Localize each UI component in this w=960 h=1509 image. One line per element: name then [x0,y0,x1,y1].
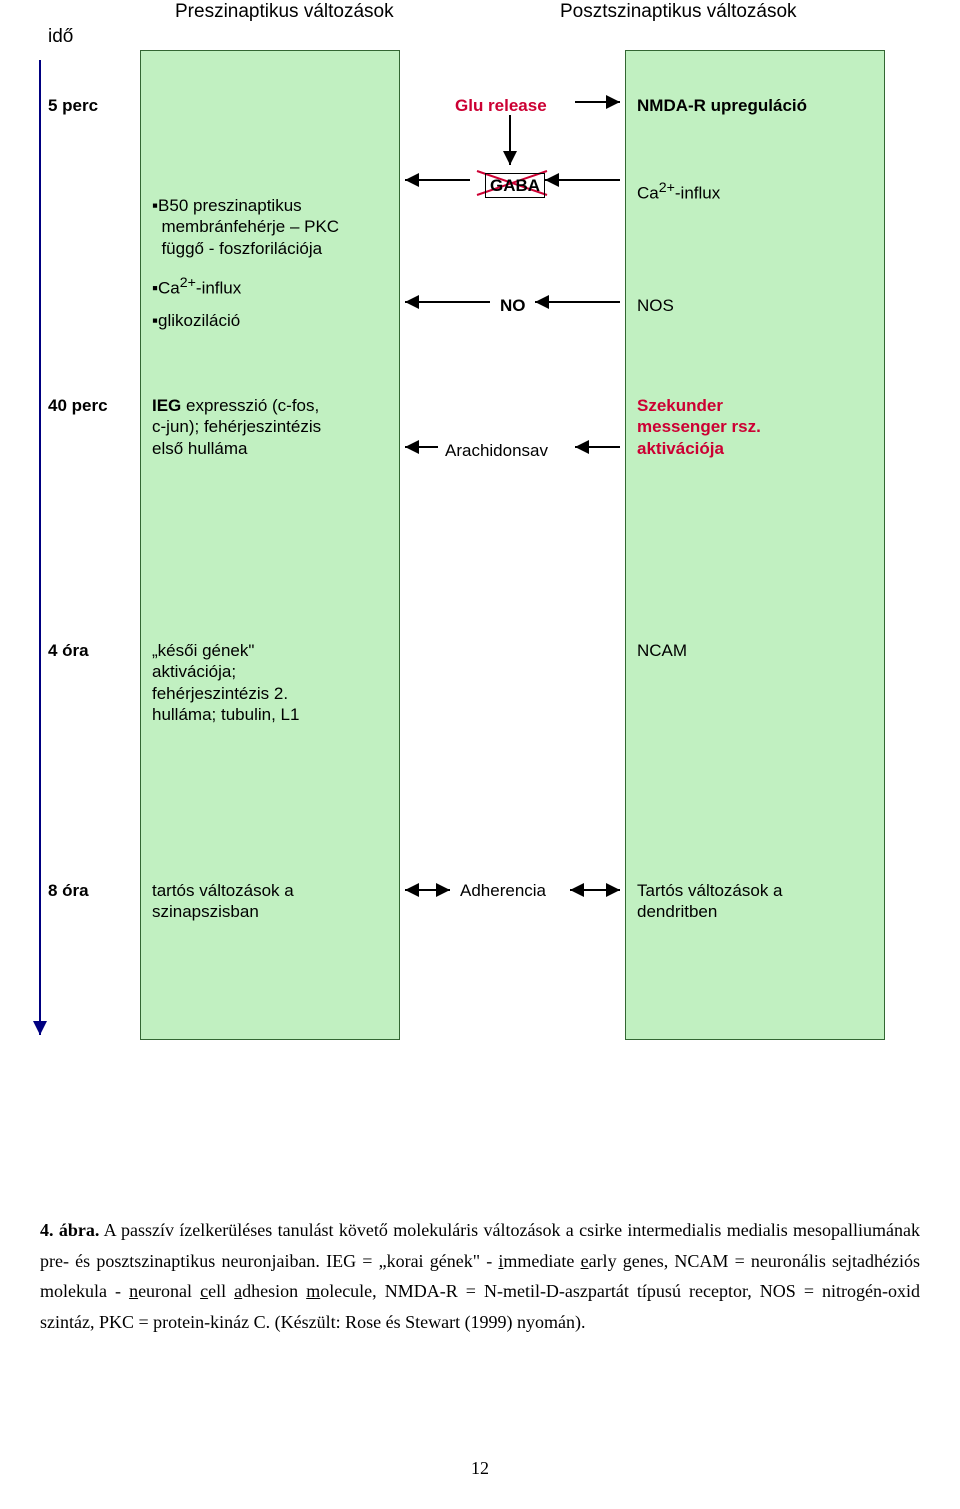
figure-caption: 4. ábra. A passzív ízelkerüléses tanulás… [40,1215,920,1337]
left-item-5: tartós változások aszinapszisban [152,880,392,923]
left-item-1: ▪Ca2+-influx [152,275,392,299]
header-presynaptic: Preszinaptikus változások [175,0,394,24]
time-label-2: 4 óra [48,640,89,661]
right-item-5: Tartós változások adendritben [637,880,877,923]
header-ido: idő [48,25,73,49]
right-item-3: Szekundermessenger rsz.aktivációja [637,395,877,459]
diagram-canvas: idő Preszinaptikus változások Posztszinapt… [0,0,960,1060]
time-label-0: 5 perc [48,95,98,116]
middle-item-0: Glu release [455,95,547,116]
middle-item-4: Adherencia [460,880,546,901]
left-item-2: ▪glikoziláció [152,310,392,331]
right-item-2: NOS [637,295,877,316]
left-item-4: „késői gének"aktivációja;fehérjeszintézi… [152,640,392,725]
time-label-1: 40 perc [48,395,108,416]
left-item-0: ▪B50 preszinaptikus membránfehérje – PKC… [152,195,392,259]
right-item-4: NCAM [637,640,877,661]
left-item-3: IEG expresszió (c-fos,c-jun); fehérjeszi… [152,395,392,459]
middle-item-1: GABA [485,173,545,198]
header-postsynaptic: Posztszinaptikus változások [560,0,797,24]
right-item-0: NMDA-R upreguláció [637,95,877,116]
right-item-1: Ca2+-influx [637,180,877,204]
time-label-3: 8 óra [48,880,89,901]
middle-item-3: Arachidonsav [445,440,548,461]
page-number: 12 [0,1458,960,1479]
middle-item-2: NO [500,295,526,316]
